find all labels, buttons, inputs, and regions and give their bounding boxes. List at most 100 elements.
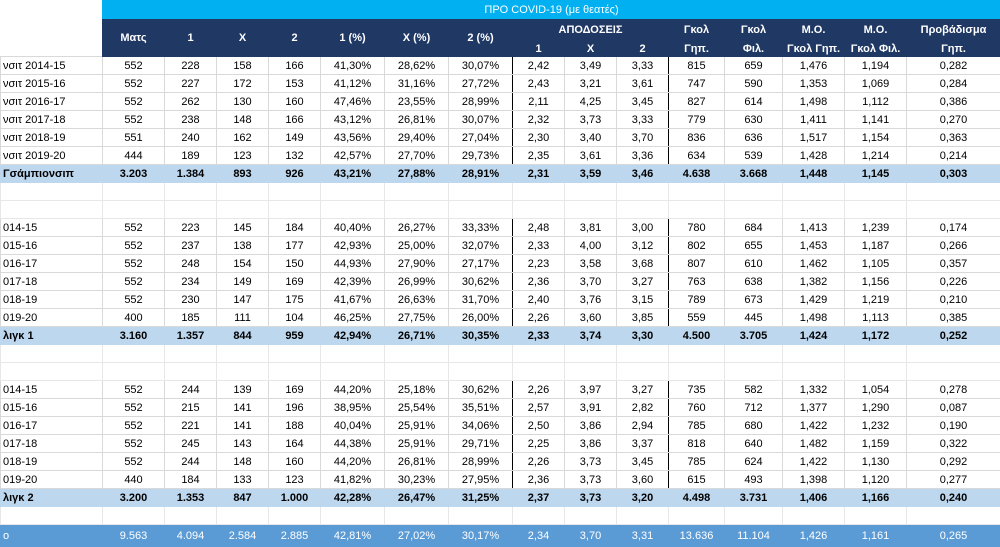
cell[interactable]: 43,56%	[321, 129, 385, 147]
cell[interactable]: 1,194	[845, 57, 907, 75]
cell[interactable]	[1, 41, 103, 57]
cell[interactable]	[783, 507, 845, 525]
cell[interactable]: 680	[725, 417, 783, 435]
cell[interactable]: 175	[269, 291, 321, 309]
cell[interactable]: 2,48	[513, 219, 565, 237]
cell[interactable]: 3,33	[617, 57, 669, 75]
cell[interactable]	[1, 345, 103, 363]
cell[interactable]: 148	[217, 111, 269, 129]
cell[interactable]: 444	[103, 147, 165, 165]
cell[interactable]: 26,99%	[385, 273, 449, 291]
cell[interactable]: 3.160	[103, 327, 165, 345]
cell[interactable]: 147	[217, 291, 269, 309]
cell[interactable]: 227	[165, 75, 217, 93]
cell[interactable]: 1.000	[269, 489, 321, 507]
cell[interactable]: 1,482	[783, 435, 845, 453]
cell[interactable]: 47,46%	[321, 93, 385, 111]
cell[interactable]	[449, 183, 513, 201]
cell[interactable]: 9.563	[103, 525, 165, 547]
table-row-label[interactable]: νσιτ 2018-19	[1, 129, 103, 147]
cell[interactable]: 655	[725, 237, 783, 255]
cell[interactable]	[513, 507, 565, 525]
total-row-label[interactable]: λιγκ 2	[1, 489, 103, 507]
cell[interactable]: 30,17%	[449, 525, 513, 547]
cell[interactable]: 1,156	[845, 273, 907, 291]
cell[interactable]: 27,70%	[385, 147, 449, 165]
cell[interactable]: 248	[165, 255, 217, 273]
cell[interactable]: 1,120	[845, 471, 907, 489]
cell[interactable]	[449, 345, 513, 363]
cell[interactable]: 0,226	[907, 273, 1000, 291]
cell[interactable]: 3,73	[565, 453, 617, 471]
cell[interactable]	[565, 183, 617, 201]
cell[interactable]: 27,04%	[449, 129, 513, 147]
cell[interactable]	[513, 363, 565, 381]
cell[interactable]: 3,59	[565, 165, 617, 183]
header-1[interactable]: 1	[165, 19, 217, 57]
cell[interactable]: 123	[269, 471, 321, 489]
cell[interactable]: 33,33%	[449, 219, 513, 237]
cell[interactable]: 1,141	[845, 111, 907, 129]
cell[interactable]: 228	[165, 57, 217, 75]
cell[interactable]: 684	[725, 219, 783, 237]
cell[interactable]: 3,20	[617, 489, 669, 507]
cell[interactable]: 1,219	[845, 291, 907, 309]
table-row-label[interactable]: 018-19	[1, 453, 103, 471]
cell[interactable]	[669, 363, 725, 381]
cell[interactable]: 3,76	[565, 291, 617, 309]
cell[interactable]	[449, 507, 513, 525]
header-goals-home[interactable]: Γκολ	[669, 19, 725, 41]
cell[interactable]: 1,428	[783, 147, 845, 165]
cell[interactable]	[565, 507, 617, 525]
cell[interactable]	[321, 183, 385, 201]
cell[interactable]: 779	[669, 111, 725, 129]
cell[interactable]: 440	[103, 471, 165, 489]
cell[interactable]	[783, 345, 845, 363]
cell[interactable]: 172	[217, 75, 269, 93]
cell[interactable]: 2,23	[513, 255, 565, 273]
cell[interactable]: 1,161	[845, 525, 907, 547]
cell[interactable]: 0,266	[907, 237, 1000, 255]
cell[interactable]: 0,190	[907, 417, 1000, 435]
cell[interactable]	[907, 507, 1000, 525]
cell[interactable]: 615	[669, 471, 725, 489]
cell[interactable]	[1, 507, 103, 525]
cell[interactable]: 3,31	[617, 525, 669, 547]
cell[interactable]: 1,069	[845, 75, 907, 93]
cell[interactable]: 634	[669, 147, 725, 165]
cell[interactable]	[1, 1, 103, 19]
cell[interactable]: 3,27	[617, 273, 669, 291]
cell[interactable]	[725, 345, 783, 363]
cell[interactable]: 30,35%	[449, 327, 513, 345]
cell[interactable]: 3,45	[617, 453, 669, 471]
cell[interactable]: 149	[269, 129, 321, 147]
cell[interactable]: 673	[725, 291, 783, 309]
cell[interactable]: 150	[269, 255, 321, 273]
cell[interactable]	[103, 345, 165, 363]
cell[interactable]: 4.498	[669, 489, 725, 507]
cell[interactable]: 0,303	[907, 165, 1000, 183]
cell[interactable]: 2,82	[617, 399, 669, 417]
cell[interactable]: 3.705	[725, 327, 783, 345]
cell[interactable]: 149	[217, 273, 269, 291]
cell[interactable]: 3.203	[103, 165, 165, 183]
cell[interactable]: 42,57%	[321, 147, 385, 165]
cell[interactable]: 26,71%	[385, 327, 449, 345]
cell[interactable]: 42,93%	[321, 237, 385, 255]
cell[interactable]: 624	[725, 453, 783, 471]
cell[interactable]	[269, 363, 321, 381]
cell[interactable]: 802	[669, 237, 725, 255]
banner-title[interactable]: ΠΡΟ COVID-19 (με θεατές)	[103, 1, 1000, 19]
cell[interactable]: 46,25%	[321, 309, 385, 327]
cell[interactable]: 1,406	[783, 489, 845, 507]
cell[interactable]: 184	[165, 471, 217, 489]
cell[interactable]: 4,00	[565, 237, 617, 255]
cell[interactable]: 559	[669, 309, 725, 327]
cell[interactable]: 143	[217, 435, 269, 453]
cell[interactable]: 185	[165, 309, 217, 327]
cell[interactable]	[321, 201, 385, 219]
cell[interactable]: 836	[669, 129, 725, 147]
cell[interactable]	[565, 363, 617, 381]
cell[interactable]: 640	[725, 435, 783, 453]
cell[interactable]: 0,240	[907, 489, 1000, 507]
